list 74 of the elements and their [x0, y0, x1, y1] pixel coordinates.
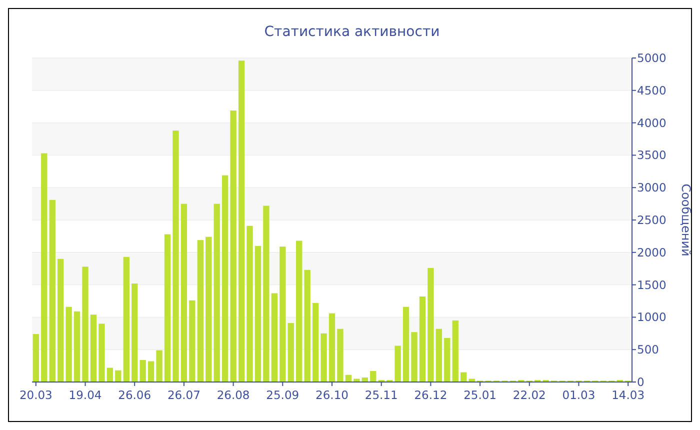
bar [49, 200, 56, 382]
bar [320, 333, 327, 382]
bar [197, 240, 204, 382]
bar [180, 204, 188, 382]
bar [263, 206, 270, 382]
bar [280, 246, 286, 382]
y-tick-label: 1000 [637, 310, 666, 324]
bar [428, 268, 434, 382]
y-tick-label: 0 [637, 375, 644, 389]
bar [452, 320, 458, 382]
y-tick-label: 3500 [637, 148, 666, 162]
y-tick-label: 4500 [637, 83, 666, 98]
bar [222, 175, 228, 382]
x-tick-label: 26.08 [216, 388, 250, 402]
bar [123, 256, 130, 382]
x-tick-label: 25.11 [364, 388, 398, 402]
bar [411, 332, 418, 382]
y-tick-label: 2500 [637, 213, 666, 227]
x-tick-label: 14.03 [612, 388, 645, 402]
x-tick-label: 26.12 [414, 388, 448, 402]
y-tick-label: 1500 [637, 278, 666, 292]
bar [394, 346, 401, 382]
y-tick-label: 4000 [637, 116, 666, 130]
bar [288, 323, 294, 382]
bar [328, 313, 336, 382]
y-tick-label: 3000 [637, 180, 666, 195]
bar [164, 234, 171, 382]
bar [304, 270, 310, 382]
bar [148, 361, 154, 382]
bar [254, 246, 262, 382]
y-tick-label: 500 [637, 342, 659, 357]
bar [370, 370, 376, 382]
bar [74, 311, 80, 382]
bar [66, 306, 72, 382]
bar [98, 324, 105, 382]
bar [402, 306, 410, 382]
bar [90, 314, 97, 382]
y-tick-label: 5000 [637, 51, 666, 65]
x-tick-label: 19.04 [68, 388, 102, 402]
bar [106, 368, 114, 382]
bar [419, 296, 426, 382]
chart-title: Статистика активности [264, 24, 440, 40]
x-tick-label: 20.03 [19, 388, 52, 402]
bar [132, 284, 138, 382]
bar [444, 338, 450, 382]
bar [230, 110, 236, 382]
bar [172, 130, 179, 382]
bar [41, 153, 48, 382]
x-tick-label: 26.06 [118, 388, 152, 402]
y-axis-title: Сообщений [679, 184, 693, 256]
bar [436, 328, 442, 382]
bar [156, 350, 162, 382]
bar [189, 300, 196, 382]
bar [82, 266, 88, 382]
bar [271, 293, 278, 382]
x-tick-label: 01.03 [562, 388, 596, 402]
bar [460, 372, 467, 382]
bar [246, 226, 253, 382]
bar [312, 302, 319, 382]
bar [115, 370, 122, 382]
y-tick-label: 2000 [637, 245, 666, 260]
bar [32, 334, 39, 382]
bar [214, 204, 220, 382]
bar [206, 236, 212, 382]
x-tick-label: 25.01 [464, 388, 497, 402]
x-tick-label: 26.10 [316, 388, 348, 402]
bar [296, 240, 302, 382]
bar [238, 60, 245, 382]
x-tick-label: 26.07 [167, 388, 200, 402]
x-tick-label: 22.02 [512, 388, 546, 402]
bar [57, 258, 64, 382]
bar [337, 328, 344, 382]
x-tick-label: 25.09 [266, 388, 300, 402]
bar [140, 360, 146, 382]
